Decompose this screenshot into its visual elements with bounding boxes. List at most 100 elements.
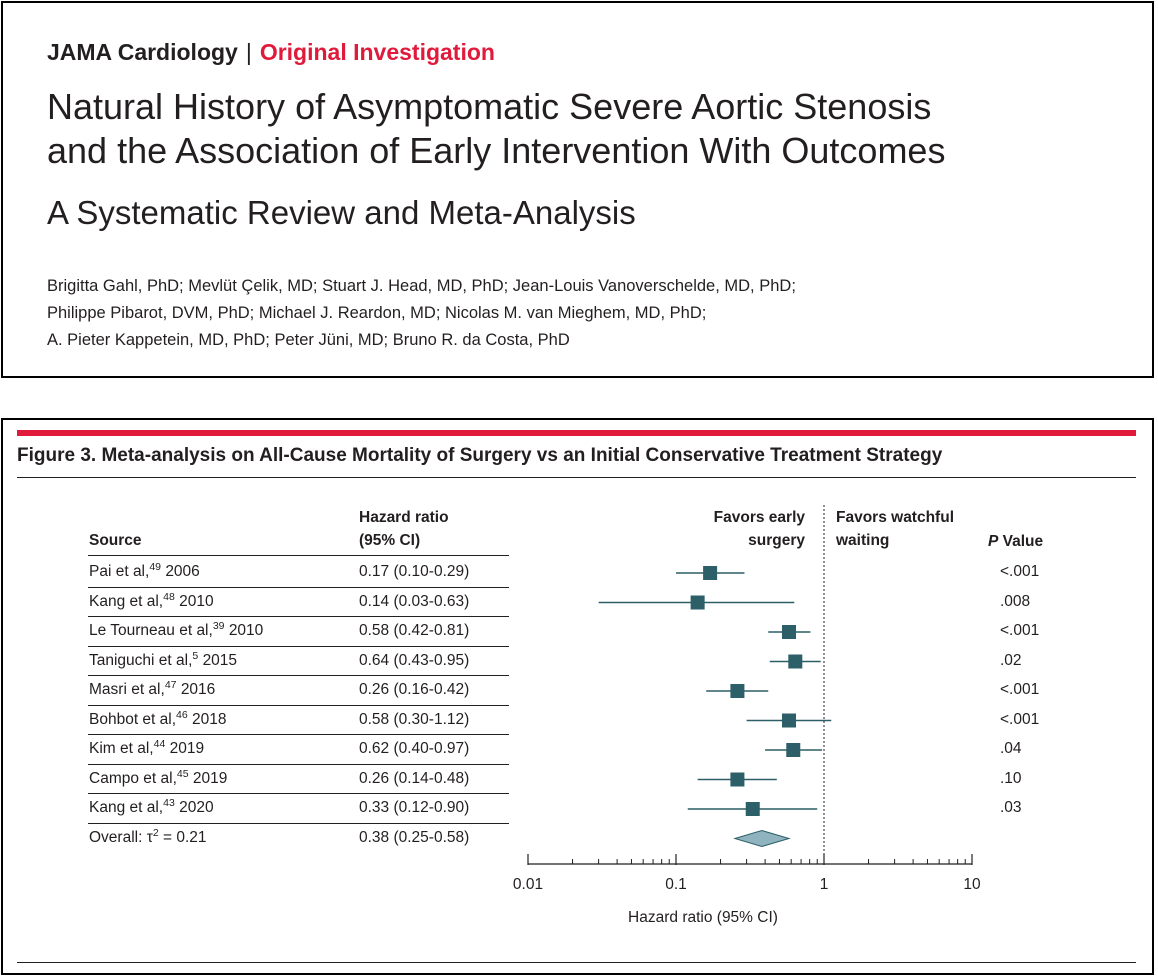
x-tick-label: 0.1 bbox=[665, 876, 687, 893]
point-estimate-marker bbox=[745, 802, 760, 816]
study-p-value: .10 bbox=[1000, 769, 1022, 787]
row-rule bbox=[88, 734, 509, 735]
study-reference[interactable]: 49 bbox=[149, 561, 161, 573]
study-reference[interactable]: 47 bbox=[164, 679, 177, 691]
journal-separator: | bbox=[245, 39, 252, 65]
table-row: Taniguchi et al,5 2015 0.64 (0.43-0.95) .0… bbox=[3, 647, 1103, 676]
study-source[interactable]: Kang et al,43 2020 bbox=[89, 797, 214, 817]
study-year: 2019 bbox=[169, 740, 205, 757]
study-p-value: .02 bbox=[1000, 651, 1022, 669]
article-title: Natural History of Asymptomatic Severe A… bbox=[47, 85, 945, 173]
study-reference[interactable]: 5 bbox=[192, 649, 199, 662]
overall-diamond bbox=[733, 829, 791, 848]
study-p-value: <.001 bbox=[1000, 681, 1040, 698]
study-reference[interactable]: 44 bbox=[153, 738, 166, 750]
row-rule bbox=[88, 704, 509, 706]
point-estimate-marker bbox=[690, 595, 705, 610]
study-hazard-ratio: 0.62 (0.40-0.97) bbox=[359, 740, 470, 757]
table-row: Kang et al,48 2010 0.14 (0.03-0.63) .008 bbox=[3, 588, 1103, 617]
study-hazard-ratio: 0.64 (0.43-0.95) bbox=[359, 651, 470, 669]
x-tick-label: 1 bbox=[820, 876, 829, 893]
figure-bottom-rule bbox=[17, 962, 1136, 963]
table-row: Pai et al,49 2006 0.17 (0.10-0.29) <.001 bbox=[3, 558, 1103, 587]
study-year: 2018 bbox=[192, 710, 227, 728]
figure-panel: Figure 3. Meta-analysis on All-Cause Mor… bbox=[1, 418, 1154, 975]
title-line-1: Natural History of Asymptomatic Severe A… bbox=[47, 86, 932, 127]
point-estimate-marker bbox=[781, 625, 796, 639]
study-hazard-ratio: 0.26 (0.16-0.42) bbox=[359, 681, 470, 698]
study-year: 2019 bbox=[192, 769, 228, 787]
x-axis-title: Hazard ratio (95% CI) bbox=[628, 909, 778, 926]
study-source[interactable]: Bohbot et al,46 2018 bbox=[89, 708, 227, 729]
study-name: Kang et al, bbox=[89, 799, 164, 816]
study-name: Le Tourneau et al, bbox=[89, 622, 213, 639]
row-rule bbox=[88, 616, 509, 617]
title-line-2: and the Association of Early Interventio… bbox=[47, 130, 946, 171]
study-year: 2015 bbox=[202, 651, 238, 669]
row-rule bbox=[88, 822, 509, 824]
article-header: JAMA Cardiology | Original Investigation N… bbox=[1, 1, 1154, 378]
row-rule bbox=[88, 586, 509, 588]
journal-name[interactable]: JAMA Cardiology bbox=[47, 39, 238, 65]
study-year: 2010 bbox=[228, 622, 264, 639]
study-p-value: <.001 bbox=[1000, 622, 1040, 639]
authors-line-1: Brigitta Gahl, PhD; Mevlüt Çelik, MD; St… bbox=[47, 277, 796, 295]
study-reference[interactable]: 46 bbox=[176, 708, 188, 721]
figure-title-rule bbox=[17, 477, 1136, 478]
study-year: 2010 bbox=[179, 592, 214, 610]
study-p-value: .008 bbox=[1000, 592, 1031, 610]
study-source[interactable]: Taniguchi et al,5 2015 bbox=[89, 649, 238, 670]
study-name: Pai et al, bbox=[89, 563, 150, 580]
row-rule bbox=[88, 675, 509, 676]
journal-line: JAMA Cardiology | Original Investigation bbox=[47, 39, 495, 66]
article-category[interactable]: Original Investigation bbox=[259, 39, 495, 65]
column-header-p-value: P Value bbox=[988, 532, 1043, 552]
study-hazard-ratio: 0.26 (0.14-0.48) bbox=[359, 769, 470, 787]
column-header-hr-line1: Hazard ratio bbox=[359, 509, 449, 526]
favors-left-line2: surgery bbox=[748, 532, 805, 549]
authors-line-2: Philippe Pibarot, DVM, PhD; Michael J. R… bbox=[47, 304, 707, 322]
study-reference[interactable]: 43 bbox=[163, 797, 175, 809]
study-hazard-ratio: 0.58 (0.42-0.81) bbox=[359, 622, 470, 639]
overall-hazard-ratio: 0.38 (0.25-0.58) bbox=[359, 828, 470, 846]
study-source[interactable]: Campo et al,45 2019 bbox=[89, 767, 228, 788]
overall-row: Overall: τ2 = 0.21 0.38 (0.25-0.58) bbox=[3, 824, 1103, 853]
row-rule bbox=[88, 793, 509, 794]
study-p-value: .04 bbox=[1000, 740, 1022, 757]
study-source[interactable]: Le Tourneau et al,39 2010 bbox=[89, 620, 264, 640]
study-hazard-ratio: 0.58 (0.30-1.12) bbox=[359, 710, 470, 728]
article-subtitle: A Systematic Review and Meta-Analysis bbox=[47, 194, 636, 231]
x-tick-label: 0.01 bbox=[513, 876, 543, 893]
study-name: Taniguchi et al, bbox=[89, 651, 193, 669]
header-rule bbox=[88, 555, 509, 556]
study-year: 2016 bbox=[180, 681, 216, 698]
point-estimate-marker bbox=[730, 684, 745, 698]
point-estimate-marker bbox=[788, 654, 803, 669]
study-year: 2006 bbox=[165, 563, 200, 580]
table-row: Campo et al,45 2019 0.26 (0.14-0.48) .10 bbox=[3, 765, 1103, 794]
figure-accent-bar bbox=[17, 430, 1136, 436]
study-name: Kang et al, bbox=[89, 592, 164, 610]
study-p-value: <.001 bbox=[1000, 563, 1040, 580]
study-source[interactable]: Pai et al,49 2006 bbox=[89, 561, 200, 581]
study-source[interactable]: Kang et al,48 2010 bbox=[89, 590, 214, 611]
authors-line-3: A. Pieter Kappetein, MD, PhD; Peter Jüni… bbox=[47, 331, 570, 349]
column-header-hr-line2: (95% CI) bbox=[359, 532, 421, 549]
table-row: Bohbot et al,46 2018 0.58 (0.30-1.12) <.00… bbox=[3, 706, 1103, 735]
study-p-value: <.001 bbox=[1000, 710, 1040, 728]
point-estimate-marker bbox=[786, 743, 801, 757]
study-source[interactable]: Masri et al,47 2016 bbox=[89, 679, 216, 699]
study-source[interactable]: Kim et al,44 2019 bbox=[89, 738, 205, 758]
forest-plot: 0.01 0.1 1 10 bbox=[513, 505, 981, 893]
point-estimate-marker bbox=[781, 713, 796, 728]
row-rule bbox=[88, 763, 509, 765]
study-name: Campo et al, bbox=[89, 769, 177, 787]
study-reference[interactable]: 45 bbox=[176, 767, 189, 780]
overall-label-sup: 2 bbox=[152, 826, 159, 839]
overall-label-post: = 0.21 bbox=[158, 828, 207, 846]
p-italic: P bbox=[988, 533, 999, 550]
point-estimate-marker bbox=[730, 772, 745, 787]
study-reference[interactable]: 48 bbox=[163, 590, 175, 603]
figure-title: Figure 3. Meta-analysis on All-Cause Mor… bbox=[17, 445, 943, 466]
study-reference[interactable]: 39 bbox=[212, 620, 225, 632]
